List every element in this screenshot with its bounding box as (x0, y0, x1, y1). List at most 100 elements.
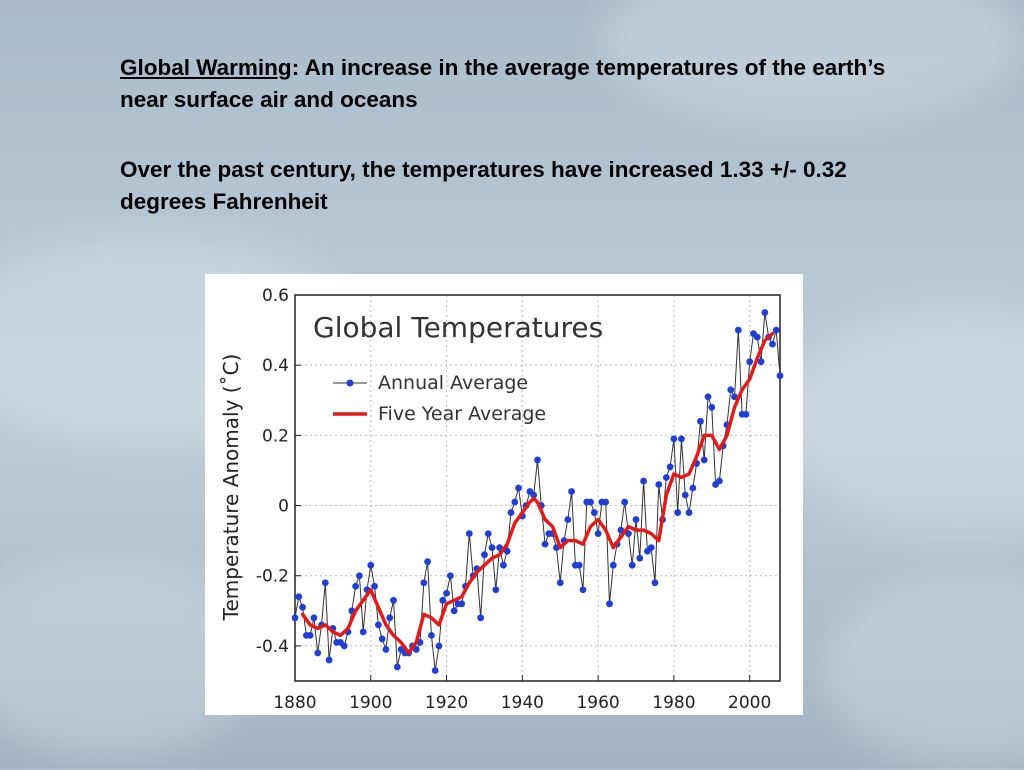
annual-average-point (640, 477, 647, 485)
chart-svg: 1880 1900 1920 1940 1960 1980 2000 -0.4 -0.2 0 0.2… (219, 286, 784, 713)
annual-average-point (446, 572, 454, 580)
annual-average-line (294, 312, 781, 671)
annual-average-point (420, 579, 428, 587)
legend: Annual Average Five Year Average (333, 372, 546, 425)
annual-average-point (609, 561, 617, 569)
annual-average-point (742, 410, 750, 418)
legend-five-year-label: Five Year Average (378, 403, 546, 425)
annual-average-point (556, 579, 564, 587)
annual-average-point (374, 621, 382, 629)
annual-average-point (340, 642, 348, 650)
global-temperatures-chart: 1880 1900 1920 1940 1960 1980 2000 -0.4 -0.2 0 0.2… (205, 274, 803, 715)
annual-average-point (435, 642, 443, 650)
annual-average-point (314, 649, 322, 657)
x-tick-label: 1980 (652, 693, 695, 713)
x-tick-label: 1940 (501, 693, 544, 713)
annual-average-point (306, 631, 314, 639)
legend-annual-marker (346, 379, 354, 387)
annual-average-point (594, 530, 602, 538)
annual-average-point (757, 358, 765, 366)
annual-average-point (587, 498, 594, 506)
x-tick-label: 1960 (576, 693, 619, 713)
annual-average-point (371, 582, 378, 590)
annual-average-point (465, 530, 473, 538)
annual-average-point (761, 309, 769, 316)
annual-average-point (590, 509, 598, 516)
annual-average-point (428, 631, 435, 639)
annual-average-point (670, 435, 678, 443)
annual-average-point (534, 456, 541, 464)
annual-average-point (734, 326, 742, 334)
chart-title: Global Temperatures (313, 311, 603, 344)
annual-average-point (321, 579, 329, 587)
annual-average-point (352, 582, 360, 590)
x-tick-label: 1920 (425, 693, 468, 713)
annual-average-point (678, 435, 685, 443)
five-year-average-line (300, 331, 775, 655)
annual-average-point (511, 498, 519, 506)
x-tick-label: 1880 (273, 693, 316, 713)
annual-average-point (575, 561, 583, 569)
annual-average-point (541, 540, 549, 548)
annual-average-point (579, 586, 587, 594)
term-global-warming: Global Warming (120, 55, 292, 80)
annual-average-point (746, 358, 754, 366)
annual-average-point (382, 646, 390, 653)
annual-average-point (666, 463, 674, 471)
y-tick-label: 0.2 (262, 426, 289, 446)
definition-body: : An increase in the average temperature… (120, 55, 886, 112)
annual-average-point (697, 417, 704, 425)
annual-average-point (655, 481, 663, 488)
annual-average-point (715, 477, 723, 485)
y-axis-label: Temperature Anomaly (˚C) (219, 354, 243, 622)
y-tick-label: -0.2 (256, 567, 289, 587)
annual-average-point (484, 530, 492, 538)
annual-average-point (731, 393, 738, 401)
annual-average-point (689, 484, 697, 492)
annual-average-point (386, 614, 394, 622)
annual-average-point (632, 516, 640, 523)
annual-average-point (458, 600, 466, 608)
annual-average-point (299, 603, 306, 611)
annual-average-point (325, 656, 333, 664)
annual-average-point (621, 498, 629, 506)
series-layer (291, 309, 784, 674)
annual-average-point (359, 628, 367, 636)
annual-average-point (378, 635, 386, 643)
annual-average-point (477, 614, 485, 622)
annual-average-point (753, 333, 761, 341)
y-tick-label: 0.4 (262, 356, 289, 376)
plot-frame (294, 294, 781, 682)
annual-average-point (772, 326, 780, 334)
annual-average-point (708, 403, 716, 411)
annual-average-point (492, 586, 500, 594)
annual-average-point (564, 516, 572, 523)
y-tick-label: 0 (278, 497, 289, 517)
annual-average-point (651, 579, 659, 587)
annual-average-point (685, 509, 693, 516)
annual-average-point (291, 614, 299, 622)
annual-average-point (431, 667, 439, 674)
annual-average-point (769, 340, 776, 348)
y-tick-label: 0.6 (262, 286, 289, 306)
annual-average-point (367, 561, 375, 569)
annual-average-point (310, 614, 318, 622)
annual-average-point (700, 456, 708, 464)
temperature-increase-text: Over the past century, the temperatures … (120, 157, 847, 214)
x-tick-label: 2000 (728, 693, 771, 713)
annual-average-point (662, 474, 670, 481)
annual-average-point (636, 554, 644, 562)
annual-average-point (390, 596, 397, 604)
annual-average-point (481, 551, 488, 559)
legend-annual-label: Annual Average (378, 372, 528, 394)
annual-average-point (393, 663, 401, 671)
annual-average-point (488, 544, 496, 552)
annual-average-point (674, 509, 682, 516)
annual-average-point (356, 572, 363, 580)
annual-average-point (450, 607, 458, 615)
annual-average-point (647, 544, 655, 552)
annual-average-point (515, 484, 522, 492)
annual-average-point (628, 561, 636, 569)
annual-average-point (606, 600, 613, 608)
annual-average-point (507, 509, 515, 516)
